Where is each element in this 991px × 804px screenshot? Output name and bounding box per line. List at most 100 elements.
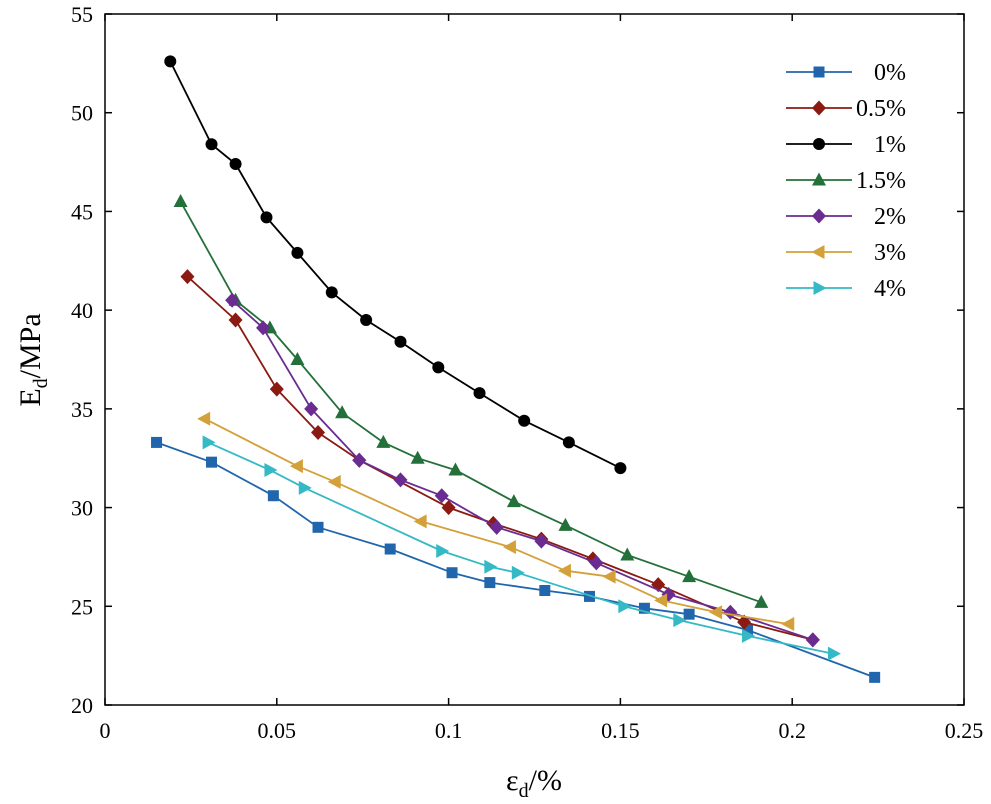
data-point: [269, 381, 284, 397]
legend-item: 1.5%: [786, 168, 906, 194]
series-line: [207, 441, 834, 655]
data-point: [197, 411, 211, 426]
series-line: [204, 417, 789, 625]
series-line: [169, 60, 621, 469]
data-point: [742, 624, 754, 636]
data-point: [413, 514, 427, 529]
data-point: [410, 450, 425, 464]
data-point: [256, 320, 271, 336]
data-point: [267, 490, 279, 502]
data-point: [489, 519, 504, 535]
legend-marker: [812, 172, 826, 186]
data-point: [805, 632, 820, 648]
data-point: [683, 608, 695, 620]
legend-label: 2%: [874, 204, 906, 230]
x-tick-label: 0.15: [601, 718, 640, 743]
data-point: [506, 494, 521, 508]
data-point: [539, 584, 551, 596]
x-tick-label: 0.25: [945, 718, 984, 743]
data-point: [534, 533, 549, 549]
data-point: [432, 361, 445, 374]
data-point: [180, 269, 195, 285]
legend-marker: [813, 66, 825, 78]
legend-label: 3%: [874, 240, 906, 266]
data-point: [173, 194, 188, 208]
series-7: [202, 435, 841, 661]
data-point: [311, 425, 326, 441]
data-point: [289, 459, 303, 474]
legend: 0% 0.5% 1% 1.5% 2% 3% 4%: [786, 60, 906, 302]
data-point: [202, 435, 216, 450]
data-point: [335, 405, 350, 419]
data-point: [298, 480, 312, 495]
data-point: [654, 593, 668, 608]
data-point: [484, 577, 496, 589]
data-point: [638, 602, 650, 614]
legend-marker: [813, 138, 825, 150]
series-line: [231, 299, 814, 641]
data-point: [620, 547, 635, 561]
data-point: [682, 569, 697, 583]
data-point: [723, 604, 738, 620]
data-point: [360, 314, 373, 327]
x-tick-label: 0: [100, 718, 111, 743]
legend-item: 0%: [786, 60, 906, 86]
legend-item: 4%: [786, 276, 906, 302]
legend-marker: [811, 245, 825, 259]
x-axis-title: εd/%: [506, 764, 562, 802]
data-point: [228, 312, 243, 328]
data-point: [164, 55, 177, 68]
legend-label: 4%: [874, 276, 906, 302]
data-point: [290, 352, 305, 365]
series-line: [186, 275, 814, 641]
legend-marker: [813, 281, 827, 295]
series-5: [225, 292, 820, 648]
legend-label: 1%: [874, 132, 906, 158]
legend-item: 2%: [786, 204, 906, 230]
legend-marker: [812, 100, 826, 116]
y-tick-label: 30: [71, 496, 93, 521]
data-point: [291, 246, 304, 259]
legend-item: 1%: [786, 132, 906, 158]
data-point: [511, 565, 525, 580]
data-point: [206, 456, 218, 468]
y-axis-title: Ed/MPa: [14, 313, 52, 406]
x-tick-label: 0.1: [435, 718, 463, 743]
y-tick-label: 55: [71, 2, 93, 27]
series-layer: [151, 55, 881, 683]
data-point: [229, 158, 242, 171]
data-point: [742, 628, 756, 643]
data-point: [557, 563, 571, 578]
data-point: [384, 543, 396, 555]
data-point: [327, 474, 341, 489]
series-6: [197, 411, 795, 632]
y-tick-label: 50: [71, 101, 93, 126]
data-point: [518, 414, 531, 427]
data-point: [473, 387, 486, 400]
data-point: [827, 646, 841, 661]
data-point: [614, 462, 627, 475]
data-point: [304, 401, 319, 417]
data-point: [869, 671, 881, 683]
legend-marker: [812, 208, 826, 224]
x-tick-label: 0.05: [258, 718, 297, 743]
data-point: [394, 335, 407, 348]
data-point: [393, 472, 408, 488]
legend-item: 0.5%: [786, 96, 906, 122]
data-point: [151, 436, 163, 448]
data-point: [436, 544, 450, 559]
y-tick-label: 20: [71, 693, 93, 718]
series-1: [151, 436, 881, 683]
legend-label: 0.5%: [856, 96, 906, 122]
data-point: [205, 138, 218, 151]
data-point: [602, 569, 616, 584]
data-point: [225, 292, 240, 308]
data-point: [562, 436, 575, 449]
series-2: [180, 269, 820, 648]
data-point: [325, 286, 338, 299]
series-4: [173, 194, 769, 608]
data-point: [589, 555, 604, 571]
data-point: [754, 594, 769, 608]
data-point: [312, 521, 324, 533]
